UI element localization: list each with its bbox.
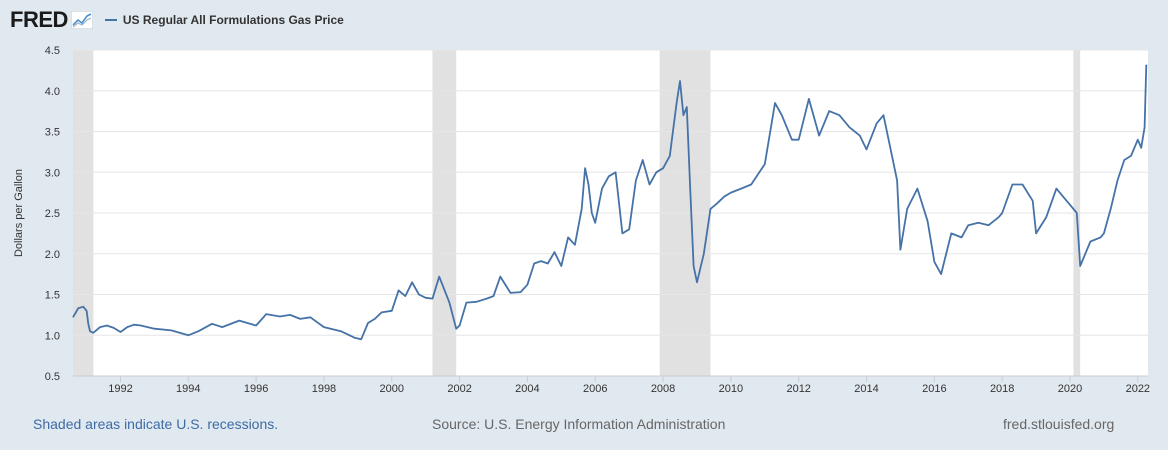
chart-area: 0.5 1.0 1.5 2.0 2.5 3.0 3.5 4.0 4.5 1992 1994 1996… <box>0 36 1168 411</box>
y-tick-label: 4.5 <box>45 45 60 57</box>
y-tick-label: 2.0 <box>45 249 60 261</box>
x-tick-label: 2022 <box>1126 383 1150 395</box>
y-tick-label: 0.5 <box>45 371 60 383</box>
y-axis-label: Dollars per Gallon <box>13 169 25 257</box>
x-tick-label: 2010 <box>719 383 743 395</box>
y-tick-label: 3.5 <box>45 127 60 139</box>
x-tick-label: 1992 <box>108 383 132 395</box>
x-axis-ticks: 1992 1994 1996 1998 2000 2002 2004 2006 2008 2010… <box>108 376 1150 395</box>
x-tick-label: 2016 <box>922 383 946 395</box>
x-tick-label: 2012 <box>786 383 810 395</box>
source-text: Source: U.S. Energy Information Administ… <box>432 416 726 432</box>
fred-logo[interactable]: FRED <box>10 7 68 32</box>
x-tick-label: 2006 <box>583 383 607 395</box>
x-tick-label: 1994 <box>176 383 200 395</box>
chart-header: FRED US Regular All Formulations Gas Pri… <box>10 6 344 34</box>
y-tick-label: 1.5 <box>45 290 60 302</box>
y-tick-label: 3.0 <box>45 167 60 179</box>
x-tick-label: 2008 <box>651 383 675 395</box>
x-tick-label: 2000 <box>380 383 404 395</box>
y-tick-label: 1.0 <box>45 330 60 342</box>
site-url[interactable]: fred.stlouisfed.org <box>1003 416 1115 432</box>
x-tick-label: 2020 <box>1058 383 1082 395</box>
x-tick-label: 2014 <box>854 383 878 395</box>
y-tick-label: 4.0 <box>45 86 60 98</box>
fred-logo-chart-icon <box>70 11 93 29</box>
legend-label[interactable]: US Regular All Formulations Gas Price <box>122 13 344 27</box>
y-tick-label: 2.5 <box>45 208 60 220</box>
gridlines <box>73 49 1148 336</box>
recessions-note-link[interactable]: Shaded areas indicate U.S. recessions. <box>33 416 279 432</box>
x-tick-label: 2002 <box>447 383 471 395</box>
y-axis-ticks: 0.5 1.0 1.5 2.0 2.5 3.0 3.5 4.0 4.5 <box>45 45 60 383</box>
x-tick-label: 2004 <box>515 383 539 395</box>
x-tick-label: 2018 <box>990 383 1014 395</box>
series-line[interactable] <box>72 64 1148 341</box>
x-tick-label: 1998 <box>312 383 336 395</box>
line-chart: 0.5 1.0 1.5 2.0 2.5 3.0 3.5 4.0 4.5 1992 1994 1996… <box>13 45 1150 395</box>
x-tick-label: 1996 <box>244 383 268 395</box>
legend-swatch <box>104 19 117 21</box>
